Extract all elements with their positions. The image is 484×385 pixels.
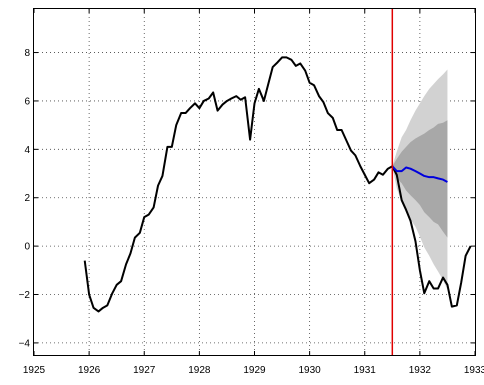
x-tick-label: 1931 — [354, 365, 377, 376]
x-tick-label: 1926 — [78, 365, 101, 376]
inner-interval-band — [392, 120, 448, 238]
x-tick-label: 1925 — [23, 365, 46, 376]
grid-lines — [34, 9, 475, 355]
y-tick-label: 2 — [24, 193, 30, 204]
x-tick-label: 1930 — [299, 365, 322, 376]
x-tick-label: 1933 — [464, 365, 484, 376]
y-tick-label: 6 — [24, 96, 30, 107]
y-tick-label: 4 — [24, 145, 30, 156]
x-tick-label: 1927 — [133, 365, 156, 376]
y-tick-label: 0 — [24, 242, 30, 253]
observed-series-line — [83, 56, 472, 313]
forecast-series-line — [391, 165, 448, 183]
plot-frame — [33, 8, 476, 356]
x-tick-label: 1932 — [409, 365, 432, 376]
axis-ticks — [33, 9, 476, 355]
y-tick-label: −4 — [19, 338, 31, 349]
y-tick-label: −2 — [19, 290, 31, 301]
x-tick-label: 1929 — [243, 365, 266, 376]
y-tick-label: 8 — [24, 48, 30, 59]
prediction-bands — [392, 69, 448, 290]
x-tick-label: 1928 — [188, 365, 211, 376]
tick-labels: 1925 1926 1927 1928 1929 1930 1931 1932 1933 −4 −2… — [19, 48, 484, 376]
data-series — [83, 56, 472, 313]
